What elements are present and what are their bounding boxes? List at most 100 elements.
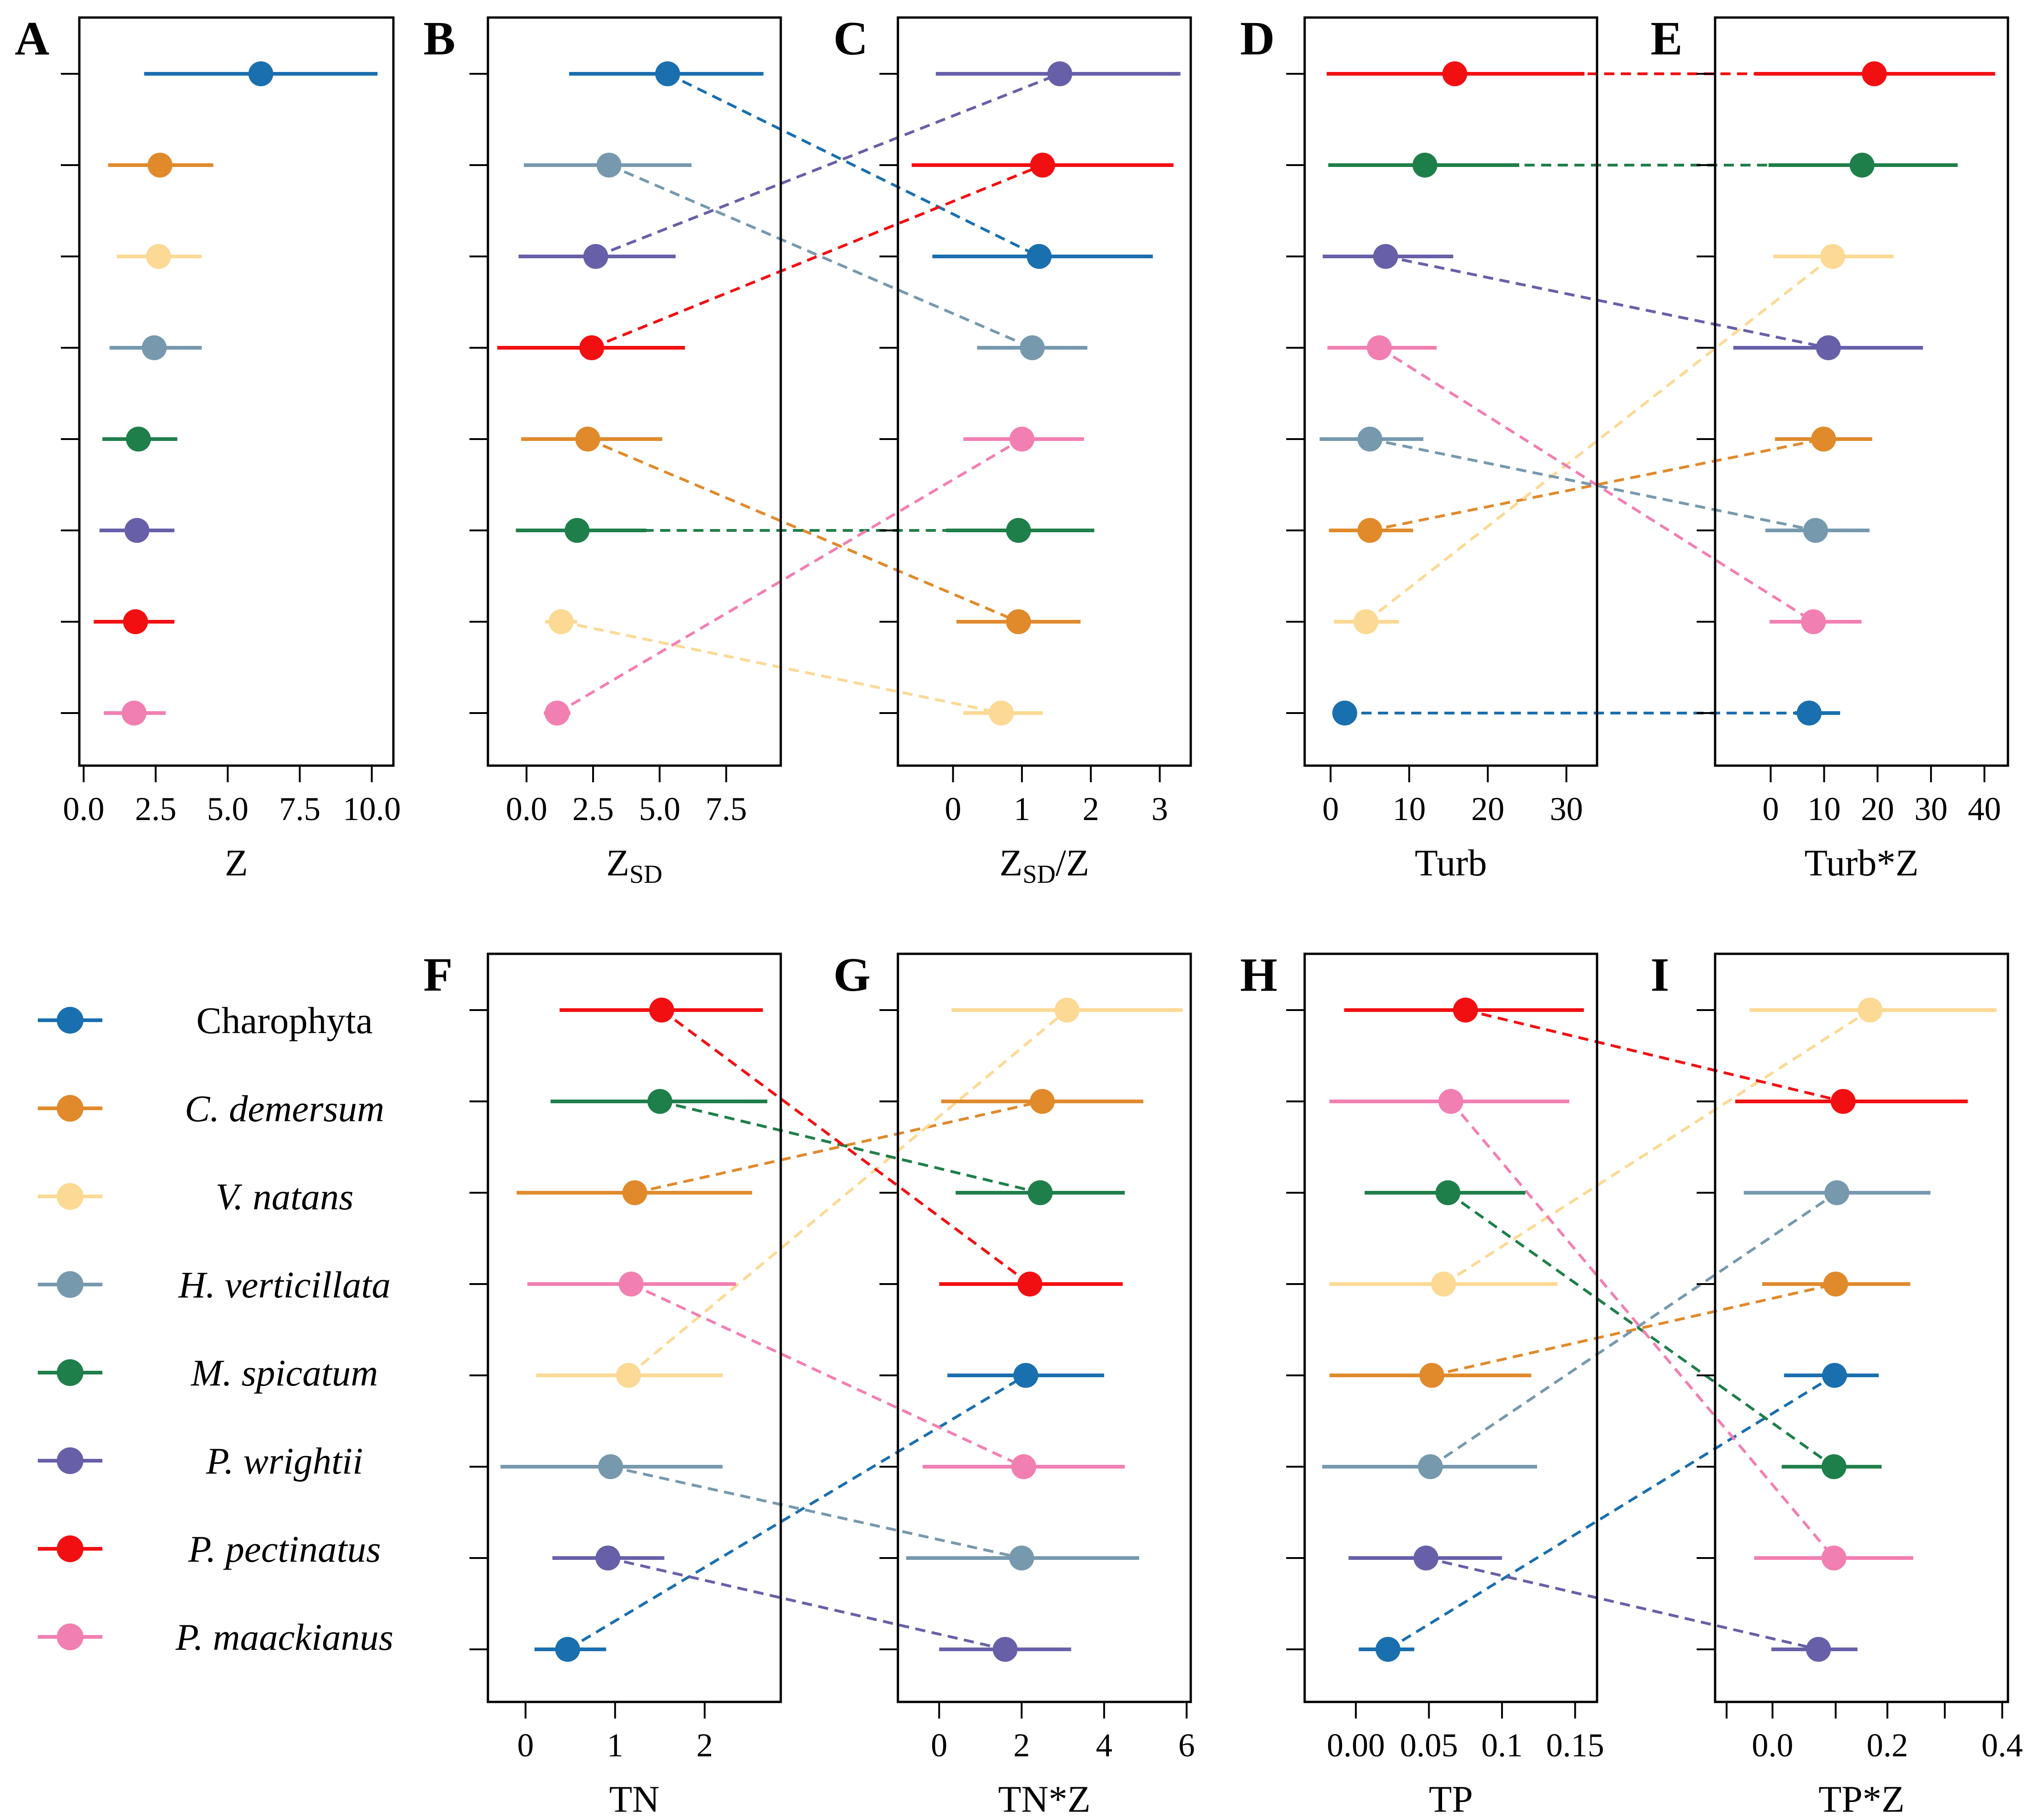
x-tick-label: 2: [1013, 1727, 1030, 1764]
x-tick-label: 0: [1763, 791, 1779, 827]
mean-point-p-pectinatus: [1830, 1089, 1856, 1114]
x-tick-label: 2.5: [135, 791, 177, 827]
mean-point-p-maackianus: [121, 701, 147, 726]
panel-frame-B: [487, 16, 782, 767]
connector-DE-v-natans: [1365, 255, 1834, 623]
connector-HI-p-pectinatus: [1465, 1009, 1844, 1103]
panel-H: H 0.00 0.05 0.1 0.15 TP: [1240, 948, 1604, 1820]
mean-point-v-natans: [548, 609, 574, 634]
mean-point-v-natans: [1054, 998, 1080, 1023]
mean-point-c-demersum: [622, 1180, 647, 1205]
mean-point-charophyta: [655, 61, 680, 86]
connector-FG-c-demersum: [634, 1100, 1043, 1194]
panel-letter-E: E: [1651, 12, 1682, 65]
connector-HI-charophyta: [1387, 1374, 1835, 1651]
legend-swatch-marker: [57, 1271, 83, 1298]
x-axis-title-G: TN*Z: [998, 1778, 1090, 1820]
mean-point-v-natans: [989, 701, 1014, 726]
x-tick-label: 20: [1861, 791, 1894, 827]
connector-DE-h-verticillata: [1369, 438, 1816, 532]
connector-DE-p-wrightii: [1385, 255, 1829, 349]
panel-letter-D: D: [1240, 12, 1275, 65]
x-tick-label: 10: [1807, 791, 1841, 827]
x-tick-label: 1: [607, 1727, 624, 1764]
panel-frame-I: [1714, 952, 2009, 1703]
x-tick-label: 0.4: [1982, 1727, 2023, 1764]
legend-item-m-spicatum: M. spicatum: [38, 1352, 378, 1394]
mean-point-p-wrightii: [1047, 61, 1073, 86]
connector-HI-p-wrightii: [1425, 1557, 1819, 1651]
panel-D: D 0 10 20 30 Turb: [1240, 12, 1598, 884]
mean-point-c-demersum: [1030, 1089, 1055, 1114]
panel-frame-A: [78, 16, 395, 767]
legend-label: V. natans: [215, 1176, 353, 1218]
legend-label: H. verticillata: [178, 1264, 391, 1306]
panel-frame-F: [487, 952, 782, 1703]
mean-point-h-verticillata: [1020, 335, 1045, 360]
x-axis-title-H: TP: [1429, 1778, 1473, 1820]
mean-point-m-spicatum: [126, 427, 151, 452]
connector-FG-p-maackianus: [630, 1283, 1025, 1468]
mean-point-c-demersum: [1823, 1272, 1848, 1297]
mean-point-v-natans: [146, 244, 171, 269]
connector-FG-p-wrightii: [607, 1557, 1006, 1651]
mean-point-c-demersum: [147, 153, 172, 178]
connector-BC-c-demersum: [587, 438, 1019, 623]
panel-G: G 0 2 4 6 TN*Z: [833, 948, 1195, 1820]
mean-point-charophyta: [1375, 1637, 1401, 1662]
legend-label: C. demersum: [185, 1088, 385, 1130]
connector-BC-p-maackianus: [556, 438, 1023, 714]
mean-point-p-wrightii: [1816, 335, 1841, 360]
panel-B: B 0.0 2.5 5.0 7.5 ZSD: [423, 12, 782, 889]
mean-point-c-demersum: [1006, 609, 1031, 634]
x-tick-label: 10: [1393, 791, 1426, 827]
mean-point-p-maackianus: [1821, 1546, 1847, 1570]
mean-point-m-spicatum: [1849, 153, 1875, 178]
mean-point-h-verticillata: [1803, 518, 1828, 543]
mean-point-c-demersum: [1419, 1363, 1444, 1388]
mean-point-p-maackianus: [1011, 1454, 1036, 1479]
legend-item-c-demersum: C. demersum: [38, 1088, 384, 1130]
panel-frame-E: [1714, 16, 2009, 767]
panel-letter-F: F: [423, 948, 453, 1001]
mean-point-p-pectinatus: [649, 998, 674, 1023]
mean-point-h-verticillata: [142, 335, 167, 360]
mean-point-p-wrightii: [1373, 244, 1398, 269]
mean-point-v-natans: [616, 1363, 641, 1388]
legend-item-charophyta: Charophyta: [38, 999, 373, 1041]
mean-point-charophyta: [1822, 1363, 1847, 1388]
x-tick-label: 2: [1082, 791, 1099, 827]
mean-point-c-demersum: [1357, 518, 1383, 543]
x-tick-label: 2: [696, 1727, 713, 1764]
mean-point-p-maackianus: [618, 1272, 644, 1297]
connector-DE-c-demersum: [1369, 438, 1824, 532]
mean-point-p-wrightii: [1806, 1637, 1831, 1662]
mean-point-m-spicatum: [1821, 1454, 1847, 1479]
panel-letter-C: C: [833, 12, 868, 65]
x-tick-label: 0.2: [1867, 1727, 1908, 1764]
legend-item-p-wrightii: P. wrightii: [38, 1440, 363, 1482]
panel-frame-G: [897, 952, 1192, 1703]
x-tick-label: 30: [1914, 791, 1948, 827]
x-axis-title-I: TP*Z: [1818, 1778, 1905, 1820]
legend-swatch-marker: [57, 1359, 83, 1386]
mean-point-p-maackianus: [545, 701, 570, 726]
legend-swatch-marker: [57, 1007, 83, 1034]
mean-point-h-verticillata: [1418, 1454, 1443, 1479]
panel-C: C 0 1 2 3 ZSD/Z: [833, 12, 1192, 889]
mean-point-v-natans: [1353, 609, 1378, 634]
panel-letter-I: I: [1651, 948, 1669, 1001]
x-tick-label: 30: [1550, 791, 1583, 827]
x-tick-label: 0: [517, 1727, 534, 1764]
mean-point-p-pectinatus: [1017, 1272, 1043, 1297]
connector-BC-p-wrightii: [595, 72, 1061, 258]
legend-item-v-natans: V. natans: [38, 1176, 354, 1218]
connector-lines: [556, 72, 1875, 1651]
mean-point-charophyta: [555, 1637, 580, 1662]
panel-letter-H: H: [1240, 948, 1277, 1001]
connector-HI-c-demersum: [1431, 1283, 1836, 1377]
x-axis-title-F: TN: [609, 1778, 659, 1820]
x-tick-label: 3: [1152, 791, 1168, 827]
x-tick-label: 0: [1322, 791, 1339, 827]
